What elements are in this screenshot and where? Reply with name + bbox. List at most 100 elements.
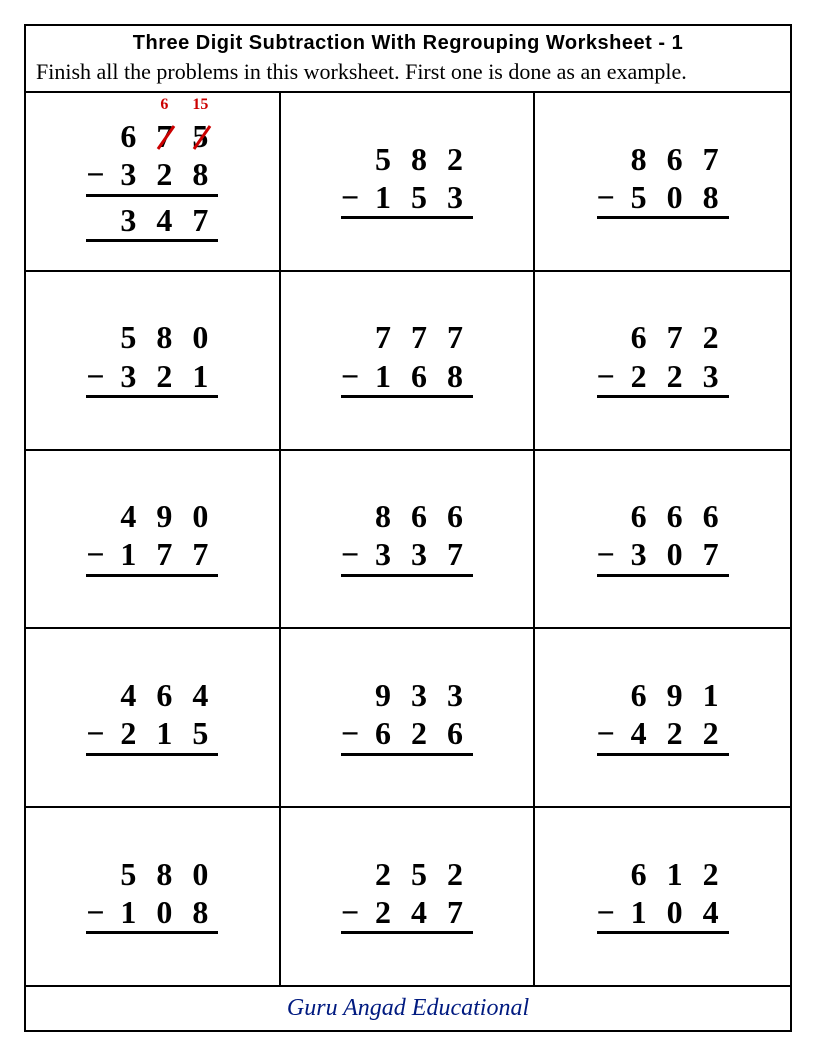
subtrahend-digit: 1: [621, 893, 657, 931]
minuend-digit: 1: [657, 855, 693, 893]
subtrahend-digit: 6: [365, 714, 401, 752]
minuend-digit: 6: [657, 140, 693, 178]
minus-sign: −: [341, 357, 365, 395]
subtrahend-row: −104: [597, 893, 729, 934]
subtrahend-digit: 3: [365, 535, 401, 573]
subtrahend-digit: 1: [110, 893, 146, 931]
minuend-digit: 7: [401, 318, 437, 356]
minus-sign: −: [597, 535, 621, 573]
subtrahend-digit: 0: [657, 893, 693, 931]
subtrahend-digit: 4: [621, 714, 657, 752]
subtrahend-digit: 7: [437, 893, 473, 931]
subtraction-problem: 580−321: [86, 318, 218, 402]
subtrahend-digit: 2: [657, 714, 693, 752]
minuend-row: 252: [341, 855, 473, 893]
minuend-digit: 9: [657, 676, 693, 714]
worksheet-instructions: Finish all the problems in this workshee…: [26, 57, 790, 91]
minus-sign: −: [597, 357, 621, 395]
subtraction-problem: 672−223: [597, 318, 729, 402]
minuend-row: 676515: [86, 117, 218, 155]
minuend-digit: 76: [146, 117, 182, 155]
minus-sign: −: [341, 535, 365, 573]
subtraction-problem: 866−337: [341, 497, 473, 581]
subtrahend-digit: 3: [621, 535, 657, 573]
minuend-row: 672: [597, 318, 729, 356]
subtrahend-row: −321: [86, 357, 218, 398]
minus-sign: −: [341, 893, 365, 931]
subtrahend-row: −626: [341, 714, 473, 755]
minus-sign: −: [597, 714, 621, 752]
subtrahend-digit: 3: [110, 357, 146, 395]
subtrahend-digit: 1: [365, 178, 401, 216]
worksheet-container: Three Digit Subtraction With Regrouping …: [24, 24, 792, 1032]
answer-digit: 3: [110, 201, 146, 239]
minuend-digit: 0: [182, 855, 218, 893]
subtrahend-row: −215: [86, 714, 218, 755]
minuend-digit: 6: [621, 855, 657, 893]
header: Three Digit Subtraction With Regrouping …: [26, 26, 790, 93]
subtrahend-digit: 3: [110, 155, 146, 193]
subtrahend-row: −168: [341, 357, 473, 398]
subtrahend-digit: 6: [401, 357, 437, 395]
worksheet-title: Three Digit Subtraction With Regrouping …: [26, 26, 790, 57]
minuend-digit: 8: [621, 140, 657, 178]
subtraction-problem: 666−307: [597, 497, 729, 581]
subtrahend-digit: 5: [621, 178, 657, 216]
minuend-digit: 6: [110, 117, 146, 155]
minuend-digit: 4: [110, 497, 146, 535]
subtrahend-digit: 3: [693, 357, 729, 395]
subtrahend-digit: 0: [657, 178, 693, 216]
subtrahend-row: −508: [597, 178, 729, 219]
subtrahend-row: −422: [597, 714, 729, 755]
subtraction-problem: 612−104: [597, 855, 729, 939]
subtrahend-digit: 0: [657, 535, 693, 573]
footer-credit: Guru Angad Educational: [26, 987, 790, 1030]
minuend-row: 866: [341, 497, 473, 535]
minuend-digit: 7: [693, 140, 729, 178]
minuend-digit: 6: [657, 497, 693, 535]
minus-sign: −: [597, 178, 621, 216]
minuend-digit: 7: [437, 318, 473, 356]
problem-cell: 777−168: [281, 272, 536, 451]
minuend-digit: 2: [365, 855, 401, 893]
minuend-row: 867: [597, 140, 729, 178]
minuend-digit: 6: [693, 497, 729, 535]
minuend-digit: 0: [182, 318, 218, 356]
subtraction-problem: 252−247: [341, 855, 473, 939]
minus-sign: −: [86, 893, 110, 931]
minus-sign: −: [341, 714, 365, 752]
subtrahend-digit: 2: [110, 714, 146, 752]
minuend-row: 582: [341, 140, 473, 178]
regroup-annotation: 15: [192, 95, 208, 114]
subtrahend-row: −337: [341, 535, 473, 576]
minuend-digit: 6: [437, 497, 473, 535]
minus-sign: −: [86, 714, 110, 752]
minuend-digit: 2: [437, 140, 473, 178]
minus-sign: −: [86, 155, 110, 193]
minuend-digit: 515: [182, 117, 218, 155]
subtrahend-row: −223: [597, 357, 729, 398]
problem-cell: 252−247: [281, 808, 536, 987]
minus-sign: −: [86, 535, 110, 573]
problem-cell: 666−307: [535, 451, 790, 630]
subtrahend-row: −328: [86, 155, 218, 196]
minuend-digit: 3: [437, 676, 473, 714]
answer-row: 347: [86, 201, 218, 242]
subtrahend-digit: 5: [401, 178, 437, 216]
problem-cell: 582−153: [281, 93, 536, 272]
answer-digit: 7: [182, 201, 218, 239]
minuend-digit: 5: [401, 855, 437, 893]
subtrahend-digit: 1: [146, 714, 182, 752]
subtrahend-digit: 8: [182, 155, 218, 193]
minus-sign: −: [86, 357, 110, 395]
minuend-digit: 8: [146, 855, 182, 893]
minuend-digit: 3: [401, 676, 437, 714]
problem-cell: 490−177: [26, 451, 281, 630]
minuend-digit: 8: [401, 140, 437, 178]
minuend-digit: 4: [182, 676, 218, 714]
problem-cell: 933−626: [281, 629, 536, 808]
subtrahend-digit: 8: [437, 357, 473, 395]
problem-cell: 464−215: [26, 629, 281, 808]
problem-cell: 866−337: [281, 451, 536, 630]
subtrahend-digit: 7: [693, 535, 729, 573]
